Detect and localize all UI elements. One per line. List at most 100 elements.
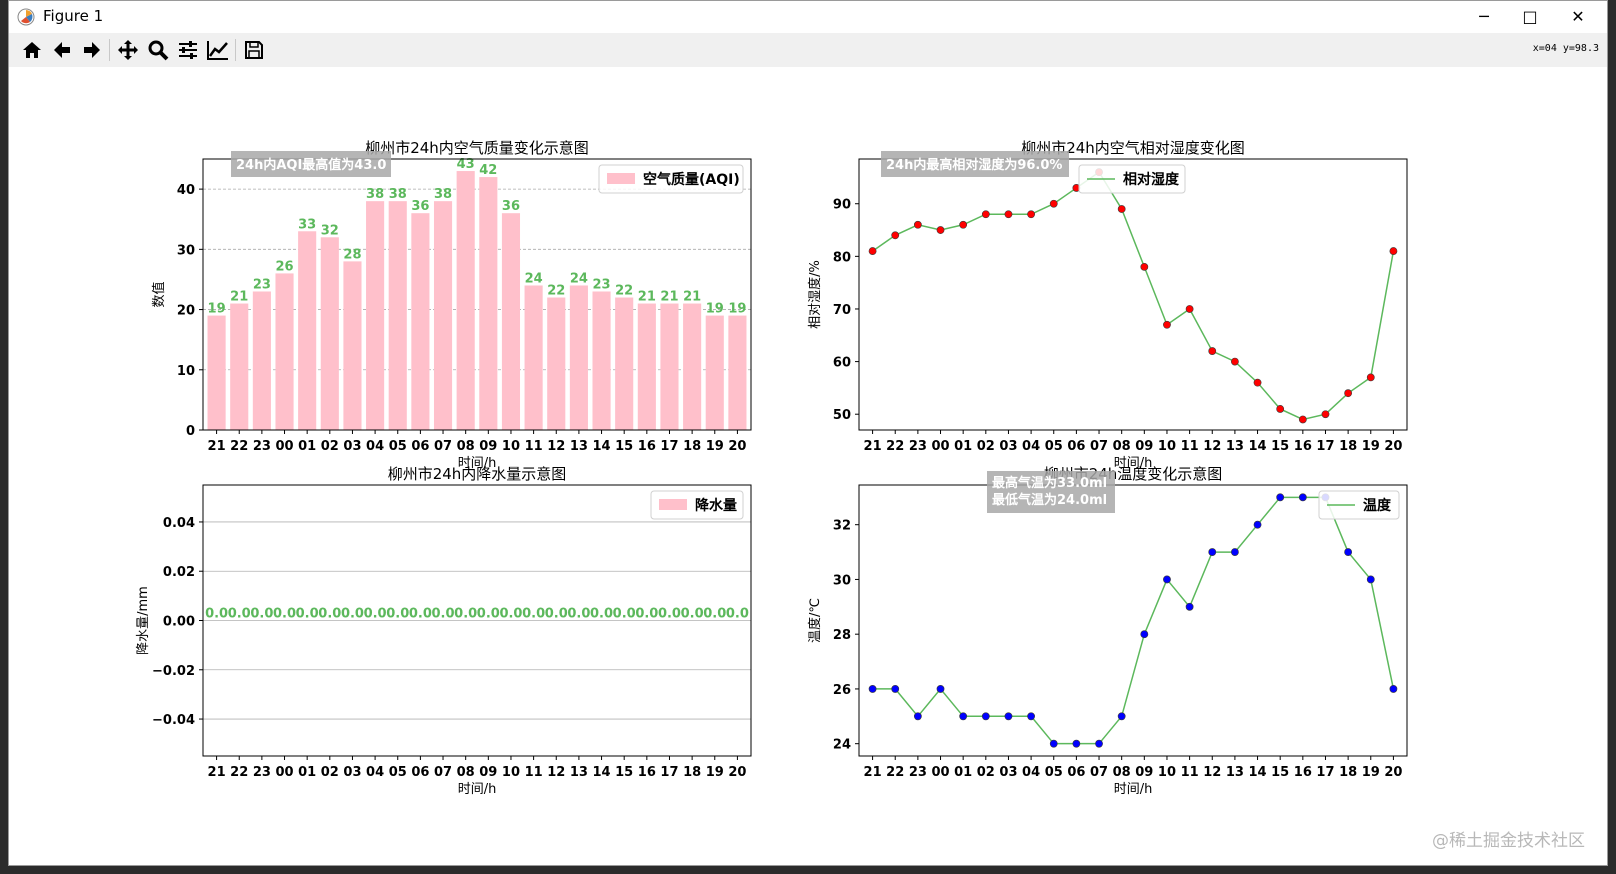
y-tick-label: 0.02 [163, 565, 195, 580]
x-tick-label: 01 [298, 765, 316, 780]
subplot-2: 50 60 70 80 90 21 22 23 00 01 02 03 04 05 06 07 08 09 10 11… [807, 139, 1408, 471]
minimize-button[interactable]: ─ [1479, 7, 1489, 26]
x-tick-label: 16 [638, 765, 656, 780]
y-tick-label: 30 [177, 243, 195, 258]
figure-window: Figure 1 ─ □ ✕ x=04 y=98.3 [8, 0, 1608, 866]
x-tick-label: 10 [502, 439, 520, 454]
data-label: 0.0 [454, 607, 477, 622]
data-label: 19 [706, 302, 724, 317]
x-tick-label: 13 [1226, 439, 1244, 454]
x-tick-label: 21 [208, 439, 226, 454]
x-tick-label: 15 [615, 765, 633, 780]
data-point [1298, 493, 1307, 502]
chart-title: 柳州市24h内降水量示意图 [388, 465, 567, 483]
toolbar-separator [235, 39, 236, 61]
annotation-box [881, 151, 1069, 177]
bar [728, 315, 747, 430]
legend-swatch [607, 173, 635, 184]
data-point [1389, 247, 1398, 255]
home-button[interactable] [19, 37, 45, 63]
bar [683, 303, 702, 430]
y-tick-label: 26 [833, 683, 851, 698]
bar [705, 315, 724, 430]
x-tick-label: 05 [1045, 765, 1063, 780]
y-tick-label: 30 [833, 573, 851, 588]
x-tick-label: 12 [547, 765, 565, 780]
x-tick-label: 18 [683, 765, 701, 780]
data-label: 0.0 [205, 607, 228, 622]
annotation-text: 最高气温为33.0ml [992, 475, 1107, 491]
bar [615, 297, 634, 430]
data-label: 0.0 [409, 607, 432, 622]
x-axis-label: 时间/h [1114, 456, 1153, 471]
x-tick-label: 12 [1203, 765, 1221, 780]
x-tick-label: 20 [728, 765, 746, 780]
legend-swatch [659, 499, 687, 510]
x-tick-label: 16 [1294, 765, 1312, 780]
data-point [891, 231, 900, 240]
x-tick-label: 02 [977, 765, 995, 780]
bar [637, 303, 656, 430]
y-tick-label: 90 [833, 198, 851, 213]
x-tick-label: 13 [570, 765, 588, 780]
data-label: 36 [502, 199, 520, 214]
legend-box [1078, 164, 1186, 194]
y-axis-label: 相对湿度/% [807, 260, 823, 329]
x-tick-label: 02 [977, 439, 995, 454]
configure-subplots-button[interactable] [175, 37, 201, 63]
data-point [936, 226, 945, 234]
y-axis-label: 数值 [151, 281, 167, 307]
y-tick-label: −0.04 [152, 713, 195, 728]
maximize-button[interactable]: □ [1522, 7, 1538, 26]
x-tick-label: 06 [1067, 765, 1085, 780]
data-label: 23 [253, 277, 271, 292]
x-tick-label: 14 [592, 439, 610, 454]
bar [592, 291, 611, 430]
data-point [868, 247, 877, 255]
x-tick-label: 22 [886, 439, 904, 454]
x-tick-label: 02 [321, 439, 339, 454]
subplot-3: 0.040.020.00−0.02−0.040.0 0.0 0.0 0.0 0.0 0.0… [136, 465, 752, 797]
save-button[interactable] [241, 37, 267, 63]
back-button[interactable] [49, 37, 75, 63]
bar [343, 261, 362, 430]
pan-button[interactable] [115, 37, 141, 63]
forward-button[interactable] [79, 37, 105, 63]
x-tick-label: 14 [1248, 439, 1266, 454]
x-tick-label: 10 [502, 765, 520, 780]
data-point [1117, 205, 1126, 213]
x-tick-label: 03 [343, 439, 361, 454]
navigation-toolbar: x=04 y=98.3 [9, 33, 1607, 68]
bar [433, 201, 453, 430]
data-point [913, 712, 922, 721]
zoom-icon [148, 40, 169, 61]
y-tick-label: 40 [177, 183, 195, 198]
x-tick-label: 12 [1203, 439, 1221, 454]
watermark: @稀土掘金技术社区 [1432, 831, 1585, 851]
legend-label: 相对湿度 [1123, 171, 1180, 188]
close-button[interactable]: ✕ [1571, 7, 1585, 26]
x-tick-label: 11 [1181, 765, 1199, 780]
data-label: 0.0 [386, 607, 409, 622]
edit-axis-button[interactable] [205, 37, 231, 63]
data-label: 22 [615, 284, 633, 299]
y-tick-label: 0 [186, 424, 195, 439]
x-tick-label: 11 [525, 765, 543, 780]
x-tick-label: 19 [1362, 439, 1380, 454]
pan-icon [118, 40, 138, 60]
x-tick-label: 01 [954, 765, 972, 780]
x-tick-label: 09 [1135, 439, 1153, 454]
data-label: 24 [525, 271, 543, 286]
annotation-text: 最低气温为24.0ml [992, 492, 1107, 508]
x-tick-label: 17 [660, 439, 678, 454]
x-tick-label: 21 [864, 439, 882, 454]
data-label: 24 [570, 271, 588, 286]
zoom-button[interactable] [145, 37, 171, 63]
x-tick-label: 05 [389, 765, 407, 780]
y-tick-label: 70 [833, 303, 851, 318]
x-tick-label: 04 [1022, 439, 1040, 454]
data-label: 0.0 [726, 607, 749, 622]
x-tick-label: 03 [999, 439, 1017, 454]
x-tick-label: 20 [728, 439, 746, 454]
